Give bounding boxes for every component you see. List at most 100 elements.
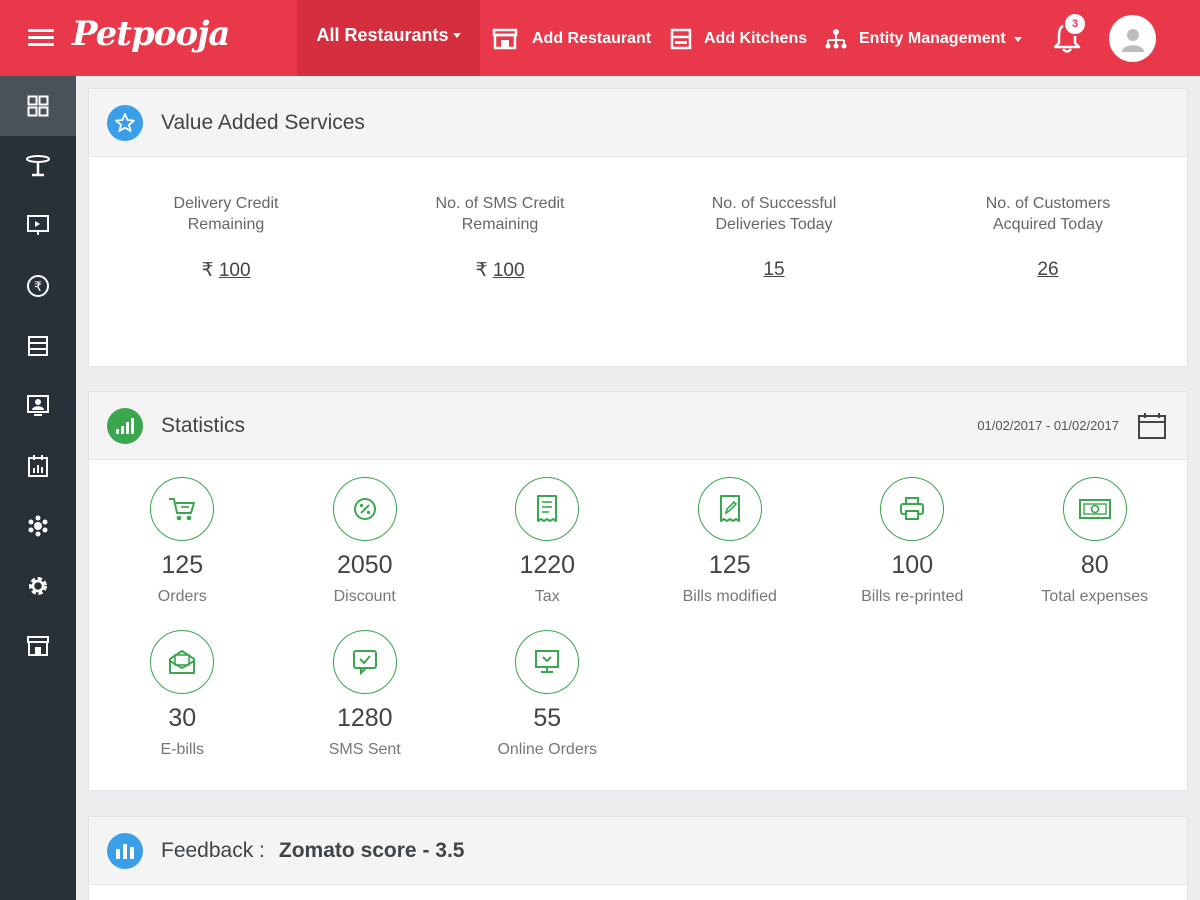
stat-bills-reprinted: 100 Bills re-printed	[821, 460, 1004, 613]
sidebar-item-dashboard[interactable]	[0, 76, 76, 136]
add-restaurant-label: Add Restaurant	[532, 30, 652, 47]
stat-label: Online Orders	[497, 741, 598, 758]
stat-orders: 125 Orders	[91, 460, 274, 613]
stat-button[interactable]	[332, 630, 397, 694]
discount-icon	[353, 498, 376, 520]
hamburger-menu-icon[interactable]	[28, 29, 54, 47]
sidebar-item-customers[interactable]	[0, 376, 76, 436]
stat-discount: 2050 Discount	[274, 460, 457, 613]
bar-chart-icon	[107, 832, 143, 869]
stat-value: 2050	[336, 551, 393, 579]
statistics-title: Statistics	[161, 413, 246, 437]
feedback-label: Feedback :	[161, 838, 265, 862]
feedback-panel: Feedback : Zomato score - 3.5	[88, 816, 1188, 900]
sidebar-item-pos[interactable]	[0, 196, 76, 256]
sidebar-item-menu[interactable]	[0, 316, 76, 376]
stat-button[interactable]	[150, 630, 215, 694]
entity-management-label: Entity Management	[859, 30, 1006, 47]
statistics-panel: Statistics 01/02/2017 - 01/02/2017 125 O…	[88, 391, 1188, 791]
envelope-icon	[169, 650, 196, 674]
stat-label: Orders	[157, 588, 207, 605]
store-icon	[27, 636, 49, 656]
stat-bills-modified: 125 Bills modified	[639, 460, 822, 613]
caret-down-icon	[452, 32, 461, 38]
report-icon	[28, 455, 48, 477]
sidebar-item-integrations[interactable]	[0, 496, 76, 556]
stat-button[interactable]	[880, 477, 945, 541]
rupee-icon: ₹	[27, 275, 49, 297]
stat-value: 1280	[336, 704, 393, 732]
vas-grid: Delivery Credit Remaining ₹ 100 No. of S…	[89, 157, 1187, 282]
value-added-services-panel: Value Added Services Delivery Credit Rem…	[88, 88, 1188, 367]
stat-label: Discount	[333, 588, 396, 605]
date-range-text[interactable]: 01/02/2017 - 01/02/2017	[977, 418, 1119, 433]
stat-button[interactable]	[1062, 477, 1127, 541]
sidebar-item-reports[interactable]	[0, 436, 76, 496]
vas-value-link[interactable]: 100	[492, 260, 525, 281]
user-avatar[interactable]	[1109, 15, 1156, 62]
stat-e-bills: 30 E-bills	[91, 613, 274, 766]
display-user-icon	[27, 395, 49, 416]
entity-management-dropdown[interactable]: Entity Management	[825, 28, 1022, 50]
bill-edit-icon	[719, 495, 740, 522]
stat-value: 30	[168, 704, 197, 732]
vas-label: No. of SMS Credit Remaining	[435, 195, 565, 233]
svg-text:₹: ₹	[34, 280, 42, 295]
sidebar-item-settings[interactable]	[0, 556, 76, 616]
stat-button[interactable]	[515, 477, 580, 541]
vas-label: Delivery Credit Remaining	[173, 195, 279, 233]
stat-button[interactable]	[150, 477, 215, 541]
stat-value: 55	[533, 704, 562, 732]
vas-sms-credit: No. of SMS Credit Remaining ₹ 100	[363, 193, 637, 282]
stat-tax: 1220 Tax	[456, 460, 639, 613]
snowflake-icon	[28, 515, 48, 537]
all-restaurants-dropdown[interactable]: All Restaurants	[297, 0, 480, 76]
store-icon	[492, 28, 518, 50]
statistics-header: Statistics 01/02/2017 - 01/02/2017	[89, 392, 1187, 460]
sidebar-item-tables[interactable]	[0, 136, 76, 196]
stat-button[interactable]	[332, 477, 397, 541]
sms-icon	[352, 650, 377, 676]
receipt-icon	[537, 495, 558, 522]
add-kitchens-label: Add Kitchens	[704, 30, 808, 47]
user-icon	[1121, 28, 1144, 52]
calendar-icon[interactable]	[1137, 412, 1167, 445]
stat-label: Bills re-printed	[861, 588, 964, 605]
sidebar-item-stores[interactable]	[0, 616, 76, 676]
top-bar: Petpooja All Restaurants Add Restaurant …	[0, 0, 1200, 76]
sidebar: ₹	[0, 76, 76, 900]
feedback-title: Feedback : Zomato score - 3.5	[161, 839, 464, 863]
petpooja-logo[interactable]: Petpooja	[72, 14, 230, 54]
vas-successful-deliveries: No. of Successful Deliveries Today 15	[637, 193, 911, 282]
stat-total-expenses: 80 Total expenses	[1004, 460, 1187, 613]
vas-value-link[interactable]: 100	[218, 260, 251, 281]
star-icon	[107, 104, 143, 141]
cash-icon	[1078, 499, 1111, 519]
add-restaurant-link[interactable]: Add Restaurant	[492, 28, 651, 50]
vas-value-link[interactable]: 15	[763, 259, 785, 280]
stat-label: E-bills	[160, 741, 205, 758]
stat-button[interactable]	[515, 630, 580, 694]
feedback-header: Feedback : Zomato score - 3.5	[89, 817, 1187, 885]
stat-label: SMS Sent	[328, 741, 401, 758]
vas-value-link[interactable]: 26	[1037, 259, 1059, 280]
stat-label: Bills modified	[682, 588, 777, 605]
zomato-score: Zomato score - 3.5	[278, 838, 465, 862]
stat-value: 1220	[519, 551, 576, 579]
vas-label: No. of Successful Deliveries Today	[711, 195, 837, 233]
hierarchy-icon	[825, 29, 847, 49]
add-kitchens-link[interactable]: Add Kitchens	[670, 28, 807, 50]
online-order-icon	[535, 650, 560, 673]
stat-value: 125	[161, 551, 204, 579]
monitor-icon	[27, 215, 49, 235]
sidebar-item-payments[interactable]: ₹	[0, 256, 76, 316]
cart-icon	[169, 498, 196, 521]
stat-value: 100	[891, 551, 934, 579]
stat-button[interactable]	[697, 477, 762, 541]
all-restaurants-label: All Restaurants	[316, 24, 449, 45]
gear-icon	[29, 577, 47, 595]
statistics-grid: 125 Orders 2050 Discount 1220 Tax 125 Bi…	[89, 460, 1187, 766]
signal-bars-icon	[107, 407, 143, 444]
vas-customers-acquired: No. of Customers Acquired Today 26	[911, 193, 1185, 282]
caret-down-icon	[1013, 36, 1022, 42]
